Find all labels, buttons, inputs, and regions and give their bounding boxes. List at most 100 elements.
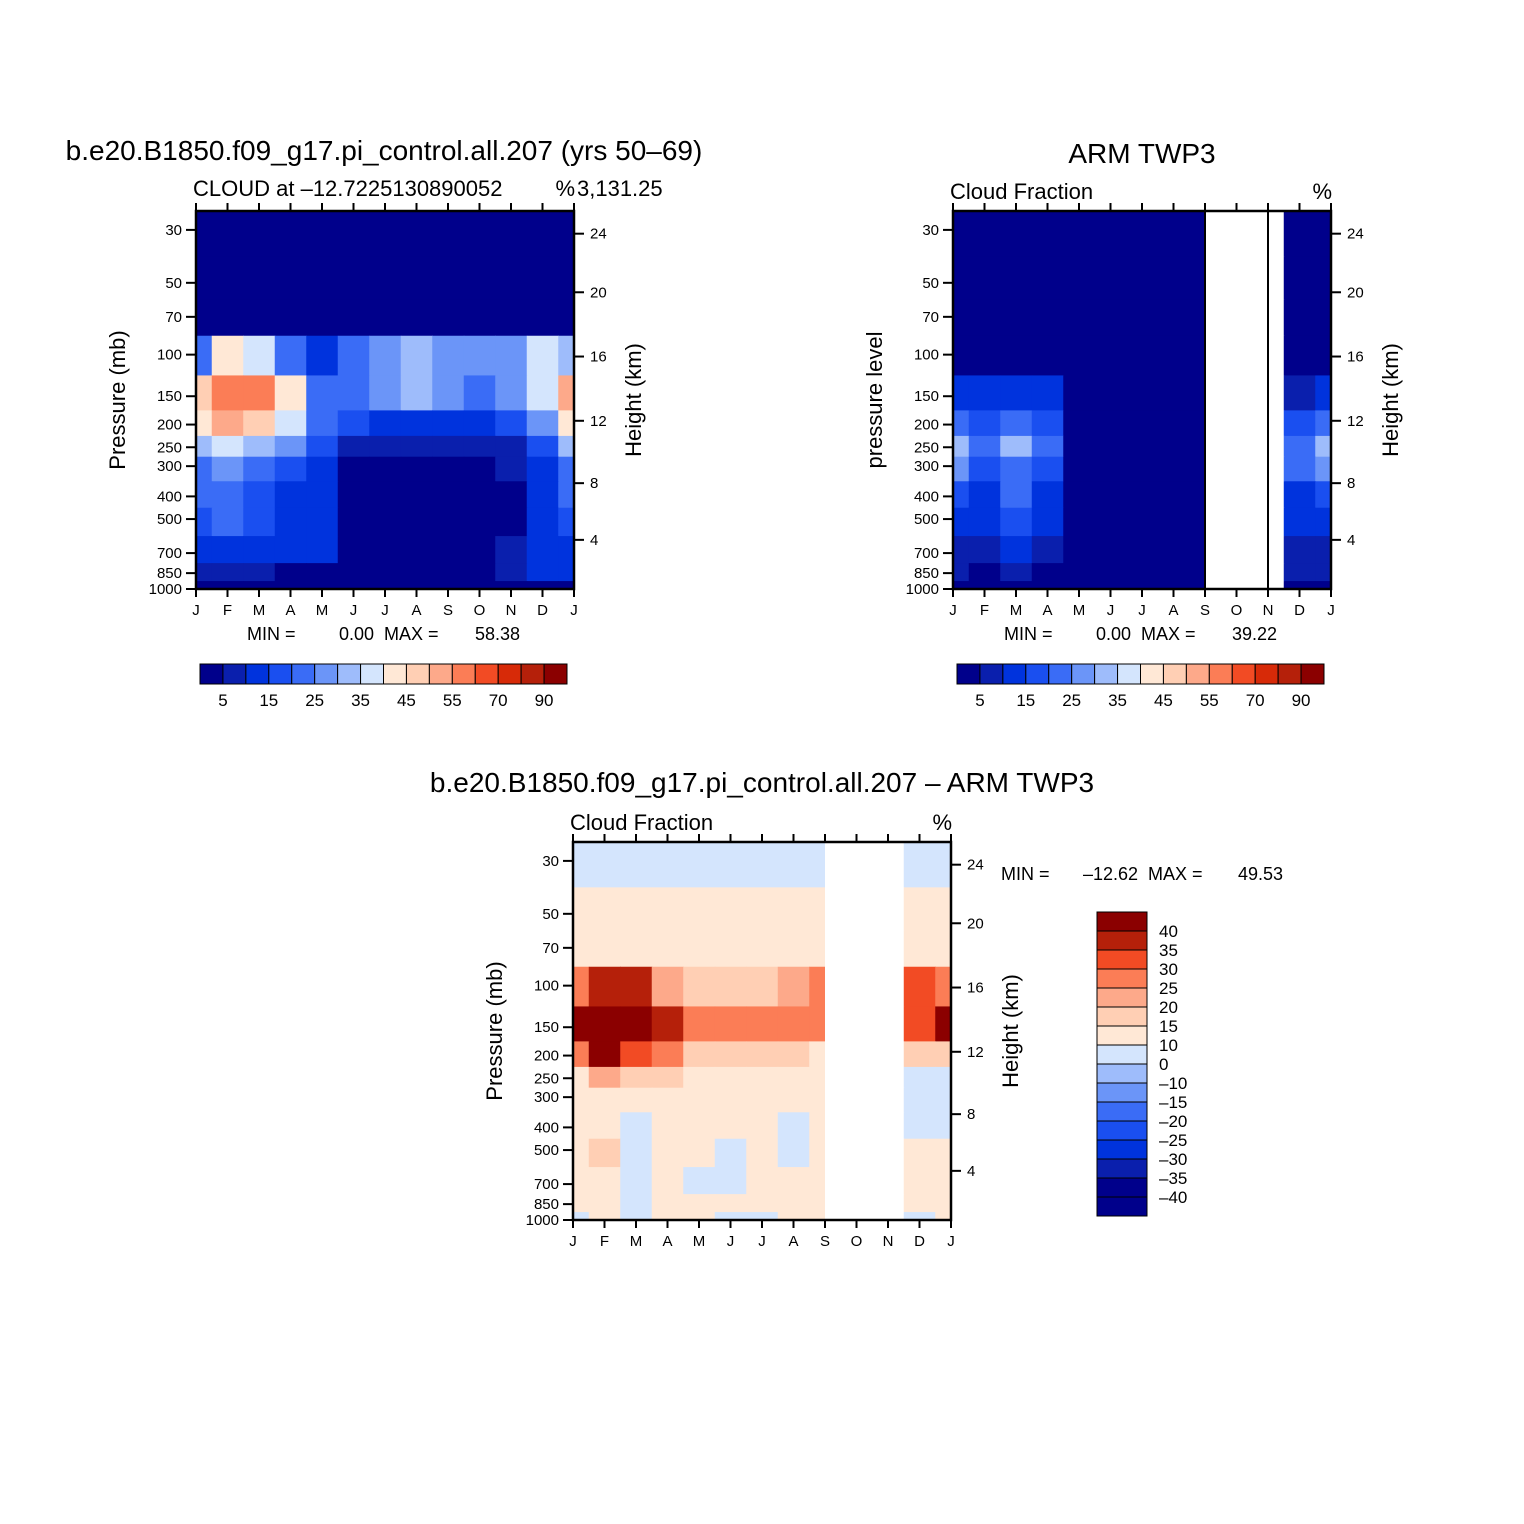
heatmap-cell (463, 256, 496, 301)
heatmap-cell (495, 335, 528, 377)
heatmap-cell (746, 842, 779, 888)
colorbar-swatch (1096, 1158, 1148, 1179)
x-tick-label: J (1327, 602, 1335, 619)
heatmap-cell (211, 256, 244, 301)
heatmap-cell (274, 211, 307, 257)
heatmap-cell (968, 211, 1001, 257)
heatmap-cell (274, 581, 307, 589)
heatmap-cell (968, 456, 1001, 482)
heatmap-cell (306, 375, 339, 411)
panel-model-min: 0.00 (339, 624, 374, 644)
y-tick-label: 250 (157, 439, 182, 456)
y-tick-right-label: 20 (1347, 284, 1364, 301)
colorbar-swatch (543, 663, 568, 685)
heatmap-cell (588, 930, 621, 968)
y-tick-label: 70 (922, 309, 939, 326)
colorbar-swatch (1096, 1139, 1148, 1160)
heatmap-cell (683, 887, 716, 932)
heatmap-cell (243, 481, 276, 509)
heatmap-cell (243, 410, 276, 437)
x-tick-label: J (192, 602, 200, 619)
heatmap-cell (1031, 581, 1064, 589)
heatmap-cell (573, 1112, 590, 1140)
panel-diff-axes: J F M A M J J A S O N D J 30 50 70 100 150 200 250 300 400 500… (526, 834, 984, 1250)
y-tick-label: 400 (534, 1119, 559, 1136)
heatmap-cell (746, 1087, 779, 1113)
heatmap-cell (306, 335, 339, 377)
heatmap-cell (400, 456, 433, 482)
heatmap-cell (588, 966, 621, 1008)
heatmap-cell (1063, 335, 1096, 377)
heatmap-cell (1157, 299, 1190, 337)
heatmap-cell (573, 1212, 590, 1220)
panel-obs-stats: MIN = 0.00 MAX = 39.22 (1004, 624, 1277, 644)
heatmap-cell (196, 536, 213, 564)
heatmap-cell (1031, 507, 1064, 537)
heatmap-cell (211, 375, 244, 411)
x-tick-label: A (1042, 602, 1052, 619)
panel-obs-title: ARM TWP3 (1068, 138, 1215, 169)
x-tick-label: M (630, 1233, 643, 1250)
heatmap-cell (620, 1112, 653, 1140)
heatmap-cell (1063, 481, 1096, 509)
heatmap-cell (1283, 211, 1316, 257)
heatmap-cell (714, 1066, 747, 1089)
heatmap-cell (1126, 435, 1159, 458)
heatmap-cell (526, 335, 559, 377)
heatmap-cell (1157, 335, 1190, 377)
heatmap-cell (777, 842, 810, 888)
colorbar-label: 55 (1200, 691, 1219, 710)
colorbar-swatch (337, 663, 362, 685)
heatmap-cell (1063, 536, 1096, 564)
colorbar-swatch (1185, 663, 1210, 685)
heatmap-cell (196, 375, 213, 411)
heatmap-cell (1094, 375, 1127, 411)
panel-model-subtitle: CLOUD at –12.7225130890052 (193, 176, 502, 201)
heatmap-cell (306, 211, 339, 257)
heatmap-cell (683, 1087, 716, 1113)
heatmap-cell (573, 842, 590, 888)
heatmap-cell (243, 256, 276, 301)
y-tick-label: 250 (914, 439, 939, 456)
x-tick-label: J (569, 1233, 577, 1250)
heatmap-cell (306, 256, 339, 301)
heatmap-cell (369, 375, 402, 411)
heatmap-cell (714, 966, 747, 1008)
heatmap-cell (1000, 507, 1033, 537)
heatmap-cell (432, 563, 465, 582)
heatmap-cell (1063, 563, 1096, 582)
heatmap-cell (526, 256, 559, 301)
y-tick-label: 850 (914, 565, 939, 582)
colorbar-swatch (1096, 987, 1148, 1008)
colorbar-swatch (1096, 1101, 1148, 1122)
heatmap-cell (1126, 375, 1159, 411)
heatmap-cell (1283, 581, 1316, 589)
heatmap-cell (777, 1212, 810, 1220)
heatmap-cell (1000, 563, 1033, 582)
heatmap-cell (495, 456, 528, 482)
heatmap-cell (953, 435, 970, 458)
heatmap-cell (968, 536, 1001, 564)
heatmap-cell (243, 507, 276, 537)
colorbar-label: 0 (1159, 1055, 1168, 1074)
heatmap-cell (777, 930, 810, 968)
y-tick-right-label: 24 (1347, 226, 1364, 243)
y-tick-label: 1000 (149, 581, 182, 598)
heatmap-cell (714, 1194, 747, 1213)
heatmap-cell (463, 481, 496, 509)
heatmap-cell (573, 1041, 590, 1068)
panel-obs-ylabel-right: Height (km) (1378, 343, 1403, 457)
colorbar-swatch (1071, 663, 1096, 685)
heatmap-cell (573, 1087, 590, 1113)
heatmap-cell (369, 563, 402, 582)
heatmap-cell (1094, 211, 1127, 257)
y-tick-label: 30 (922, 222, 939, 239)
heatmap-cell (573, 1194, 590, 1213)
heatmap-cell (1031, 256, 1064, 301)
heatmap-cell (1283, 507, 1316, 537)
heatmap-cell (935, 1194, 951, 1213)
heatmap-cell (1315, 256, 1331, 301)
heatmap-cell (369, 536, 402, 564)
heatmap-cell (337, 410, 370, 437)
